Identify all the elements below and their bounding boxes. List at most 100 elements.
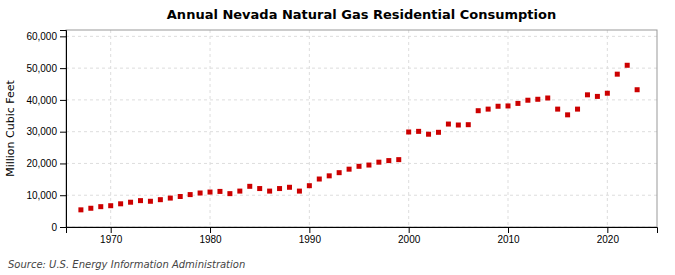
point — [307, 183, 312, 188]
y-tick-mark — [60, 36, 66, 37]
x-grid-line — [607, 30, 608, 227]
y-tick: 60,000 — [26, 31, 66, 42]
point — [525, 98, 530, 103]
point — [476, 108, 481, 113]
x-grid-line — [309, 30, 310, 227]
y-tick-mark — [60, 100, 66, 101]
point — [297, 189, 302, 194]
x-tick-label: 2020 — [597, 234, 620, 245]
y-tick: 20,000 — [26, 158, 66, 169]
x-grid-line — [210, 30, 211, 227]
point — [446, 122, 451, 127]
x-tick-label: 1990 — [299, 234, 322, 245]
point — [545, 95, 550, 100]
y-tick-mark — [60, 163, 66, 164]
point — [575, 107, 580, 112]
point — [108, 203, 113, 208]
point — [267, 189, 272, 194]
y-tick-label: 30,000 — [26, 126, 57, 137]
y-tick: 0 — [51, 222, 66, 233]
point — [317, 177, 322, 182]
y-tick-mark — [60, 132, 66, 133]
x-grid-line — [408, 30, 409, 227]
point — [585, 92, 590, 97]
plot-frame — [66, 30, 657, 227]
point — [198, 191, 203, 196]
x-tick: 2000 — [398, 227, 421, 245]
y-grid-line — [66, 195, 657, 196]
x-tick-mark — [210, 227, 211, 233]
chart: 1970 1980 1990 2000 2010 2020 0 10,000 20,000 30,… — [0, 0, 675, 275]
point — [347, 167, 352, 172]
point — [188, 192, 193, 197]
y-tick: 50,000 — [26, 63, 66, 74]
point — [386, 158, 391, 163]
point — [337, 170, 342, 175]
x-tick-label: 2010 — [497, 234, 520, 245]
point — [98, 204, 103, 209]
y-axis-line — [60, 31, 67, 228]
point — [426, 132, 431, 137]
y-tick-label: 10,000 — [26, 190, 57, 201]
point — [376, 160, 381, 165]
point — [168, 196, 173, 201]
grid — [66, 30, 657, 227]
x-tick-mark — [508, 227, 509, 233]
y-axis: 0 10,000 20,000 30,000 40,000 50,000 60,000 — [26, 31, 66, 233]
y-grid-line — [66, 68, 657, 69]
point — [327, 173, 332, 178]
point — [515, 101, 520, 106]
y-grid-line — [66, 99, 657, 100]
point — [366, 163, 371, 168]
y-tick-label: 0 — [51, 222, 57, 233]
x-tick-label: 2000 — [398, 234, 421, 245]
y-grid-line — [66, 131, 657, 132]
point — [287, 185, 292, 190]
x-tick: 2010 — [497, 227, 520, 245]
y-tick-label: 40,000 — [26, 95, 57, 106]
point — [257, 186, 262, 191]
y-tick: 40,000 — [26, 95, 66, 106]
point — [247, 184, 252, 189]
x-tick: 2020 — [597, 227, 620, 245]
point — [277, 186, 282, 191]
x-grid-line — [110, 30, 111, 227]
y-tick-label: 60,000 — [26, 31, 57, 42]
point — [396, 157, 401, 162]
point — [625, 63, 630, 68]
point — [635, 87, 640, 92]
annotation: Source: U.S. Energy Information Administ… — [8, 259, 245, 270]
points — [78, 63, 639, 213]
point — [88, 206, 93, 211]
point — [615, 72, 620, 77]
y-grid-line — [66, 36, 657, 37]
point — [416, 129, 421, 134]
x-tick: 1970 — [100, 227, 123, 245]
point — [208, 190, 213, 195]
point — [466, 122, 471, 127]
point — [595, 94, 600, 99]
point — [486, 107, 491, 112]
point — [148, 199, 153, 204]
point — [178, 194, 183, 199]
point — [605, 91, 610, 96]
point — [128, 200, 133, 205]
y-tick: 10,000 — [26, 190, 66, 201]
point — [555, 107, 560, 112]
x-tick-mark — [607, 227, 608, 233]
y-tick-mark — [60, 195, 66, 196]
plot-area: 1970 1980 1990 2000 2010 2020 0 10,000 20,000 30,… — [26, 30, 657, 245]
point — [406, 129, 411, 134]
point — [138, 198, 143, 203]
point — [78, 207, 83, 212]
x-tick-label: 1980 — [199, 234, 222, 245]
point — [496, 104, 501, 109]
x-tick-mark — [111, 227, 112, 233]
y-tick-label: 20,000 — [26, 158, 57, 169]
x-axis-line — [67, 228, 658, 234]
y-tick-label: 50,000 — [26, 63, 57, 74]
point — [118, 201, 123, 206]
title: Annual Nevada Natural Gas Residential Co… — [167, 7, 556, 22]
x-tick: 1990 — [299, 227, 322, 245]
y-tick: 30,000 — [26, 126, 66, 137]
